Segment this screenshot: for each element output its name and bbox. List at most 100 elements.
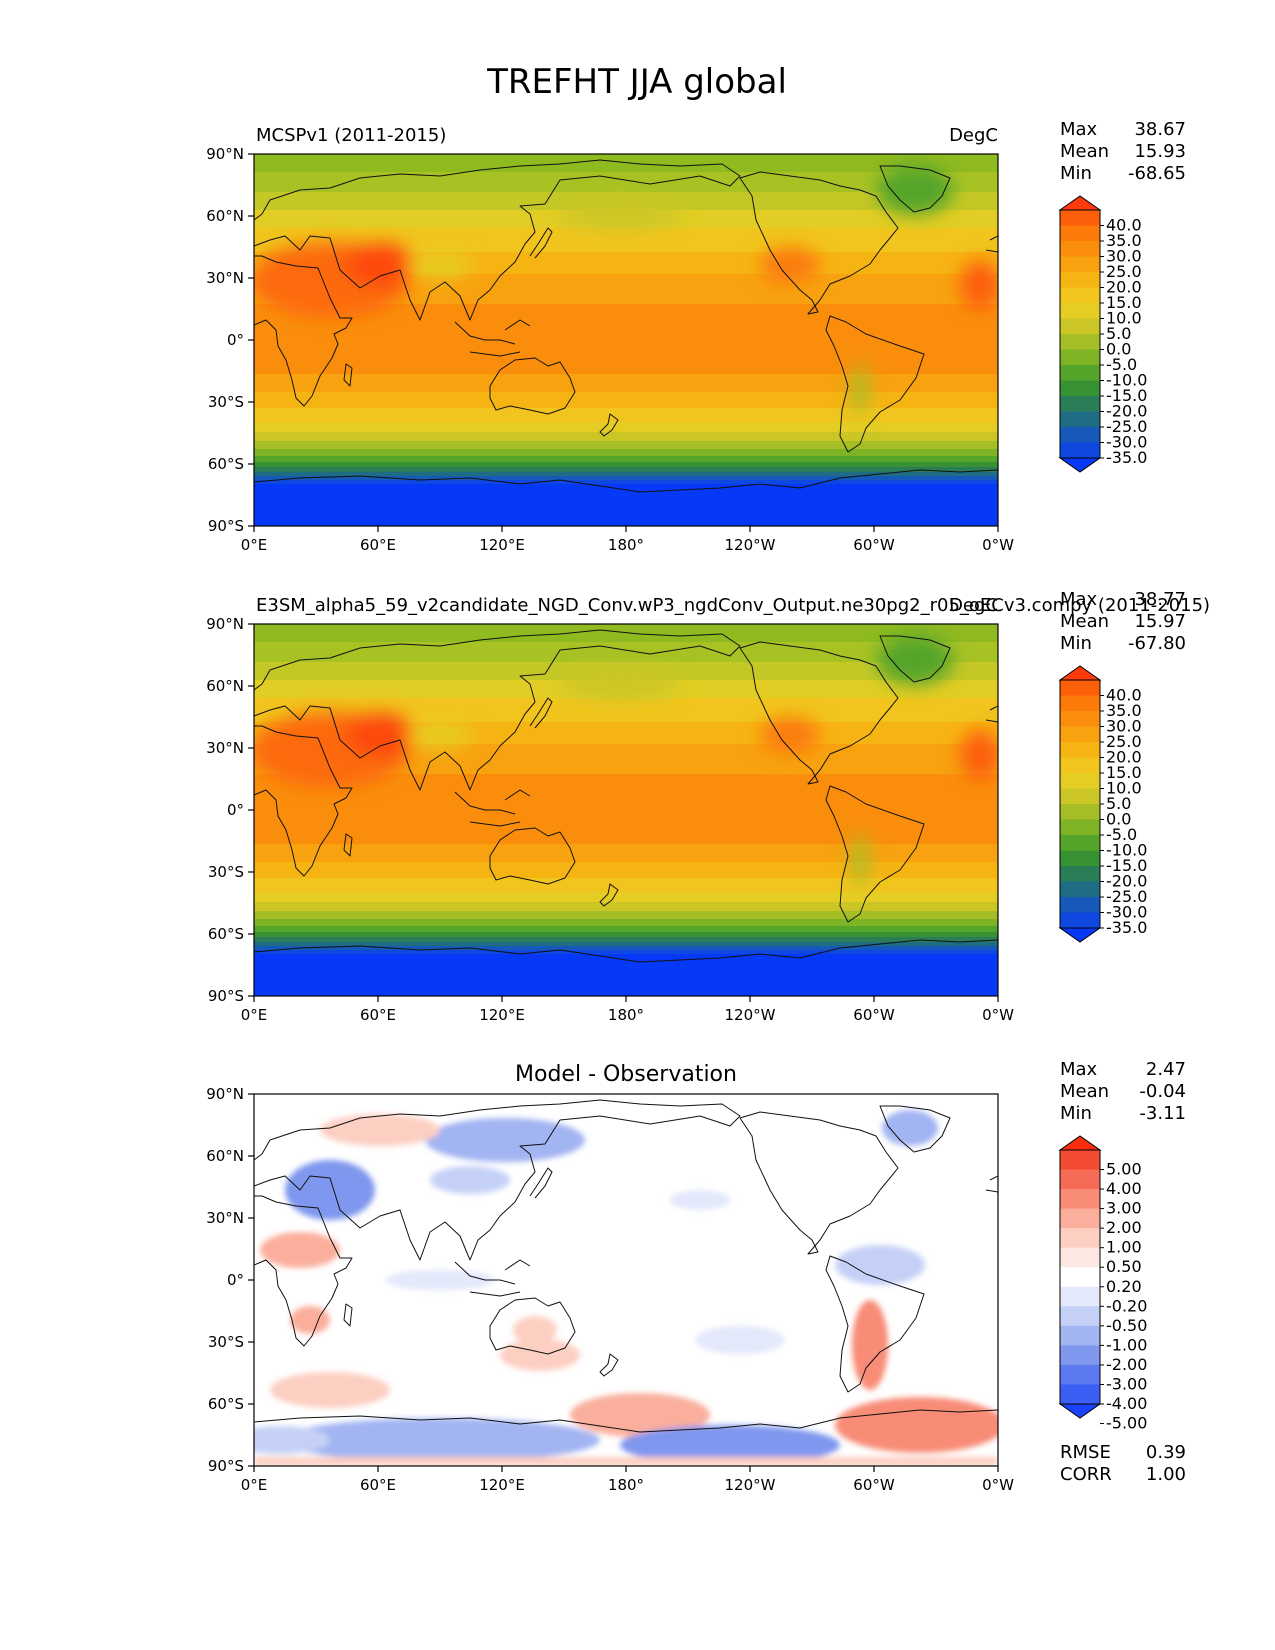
colorbar-segment [1060, 680, 1100, 696]
lon-tick-label: 60°W [853, 1006, 895, 1024]
colorbar-label: 4.00 [1106, 1179, 1142, 1198]
panel-3-colorbar: 5.004.003.002.001.000.500.20-0.20-0.50-1… [1058, 1135, 1147, 1433]
colorbar-label: 20.0 [1106, 748, 1142, 767]
panel-3-map [254, 1094, 998, 1466]
lon-tick-label: 180° [608, 1006, 644, 1024]
colorbar-segment [1060, 1364, 1100, 1385]
anomaly-positive [852, 1300, 888, 1390]
panel-2-stats: Max 38.77 Mean 15.97 Min -67.80 [1060, 589, 1186, 654]
band [254, 862, 998, 878]
europe-west-coast [985, 705, 998, 734]
band [254, 462, 998, 467]
colorbar-label: 5.0 [1106, 794, 1131, 813]
band [254, 441, 998, 449]
colorbar-segment [1060, 1228, 1100, 1249]
colorbar-label: 25.0 [1106, 732, 1142, 751]
band [254, 926, 998, 932]
anomaly-positive [320, 1114, 440, 1146]
antarctica-coast [254, 1409, 998, 1433]
greenland-coast [879, 165, 951, 213]
stat-value-max: 38.77 [1134, 589, 1186, 610]
panel-1-axis-ticks: 90°N 60°N 30°N 0° 30°S 60°S 90°S0°E 60°E 120°E 18… [206, 145, 1014, 554]
colorbar-label: 30.0 [1106, 247, 1142, 266]
colorbar-label: 5.0 [1106, 324, 1131, 343]
lon-tick-label: 120°E [479, 1006, 525, 1024]
band [254, 950, 998, 954]
stat-label-max: Max [1060, 589, 1098, 610]
panel-1-colorbar: 40.035.030.025.020.015.010.05.00.0-5.0-1… [1058, 195, 1147, 473]
lat-tick-label: 90°S [208, 987, 244, 1005]
colorbar-segment [1060, 442, 1100, 459]
panel-1-map [254, 154, 998, 526]
colorbar-label: 0.20 [1106, 1277, 1142, 1296]
anomaly-positive [513, 1316, 557, 1344]
stat-value-mean: 15.93 [1134, 141, 1186, 162]
colorbar-label: 10.0 [1106, 779, 1142, 798]
lon-tick-label: 60°W [853, 536, 895, 554]
band [254, 937, 998, 942]
panel-3-axis-ticks: 90°N 60°N 30°N 0° 30°S 60°S 90°S0°E 60°E 120°E 18… [206, 1085, 1014, 1494]
colorbar-extend-max [1058, 195, 1102, 211]
lat-tick-label: 0° [227, 331, 244, 349]
anomaly-positive [260, 1232, 340, 1268]
colorbar-segment [1060, 757, 1100, 774]
lat-tick-label: 0° [227, 801, 244, 819]
panel-1-coastlines [254, 159, 998, 493]
anomaly-negative [695, 1326, 785, 1354]
band [254, 878, 998, 892]
lon-tick-label: 180° [608, 1476, 644, 1494]
hot-spot [760, 247, 820, 283]
colorbar-label: 0.0 [1106, 810, 1131, 829]
lon-tick-label: 0°W [982, 536, 1014, 554]
colorbar-label: -35.0 [1106, 918, 1147, 937]
colorbar-segment [1060, 788, 1100, 805]
stat-value-rmse: 0.39 [1146, 1442, 1186, 1463]
band [254, 942, 998, 946]
panel-1-temperature-field [254, 154, 998, 526]
south-america-coast [825, 315, 925, 453]
lon-tick-label: 120°E [479, 536, 525, 554]
colorbar-segment [1060, 711, 1100, 727]
anomaly-negative [425, 1118, 585, 1162]
panel-2-map [254, 624, 998, 996]
band [254, 911, 998, 919]
lat-tick-label: 60°S [208, 455, 244, 473]
band [254, 480, 998, 484]
colorbar-segment [1060, 1150, 1100, 1171]
lon-tick-label: 0°W [982, 1476, 1014, 1494]
band [254, 844, 998, 862]
panel-3-difference-field [254, 1110, 998, 1466]
greenland-spot [877, 635, 953, 685]
hot-spot [960, 260, 998, 310]
madagascar-coast [343, 363, 353, 387]
colorbar-segment [1060, 773, 1100, 789]
japan-coast [529, 227, 553, 259]
colorbar-label: 35.0 [1106, 701, 1142, 720]
colorbar-label: 15.0 [1106, 293, 1142, 312]
lat-tick-label: 90°S [208, 1457, 244, 1475]
colorbar-frame [1059, 1149, 1101, 1405]
panel-2: E3SM_alpha5_59_v2candidate_NGD_Conv.wP3_… [206, 589, 1210, 1024]
colorbar-label: -0.50 [1106, 1316, 1147, 1335]
colorbar-label: -5.0 [1106, 355, 1137, 374]
colorbar-segment [1060, 365, 1100, 381]
band [254, 892, 998, 902]
band [254, 774, 998, 844]
indonesia-coast [454, 1259, 531, 1297]
band [254, 449, 998, 456]
colorbar-label: 40.0 [1106, 686, 1142, 705]
colorbar-segment [1060, 380, 1100, 397]
band [254, 432, 998, 441]
band [254, 476, 998, 480]
stat-value-corr: 1.00 [1146, 1464, 1186, 1485]
band [254, 662, 998, 680]
colorbar-segment [1060, 695, 1100, 712]
colorbar-label: -15.0 [1106, 856, 1147, 875]
colorbar-label: -30.0 [1106, 433, 1147, 452]
band [254, 472, 998, 476]
stat-value-min: -68.65 [1128, 163, 1186, 184]
stat-value-mean: 15.97 [1134, 611, 1186, 632]
siberia-spot [560, 671, 680, 699]
lat-tick-label: 0° [227, 1271, 244, 1289]
australia-coast [489, 357, 576, 415]
